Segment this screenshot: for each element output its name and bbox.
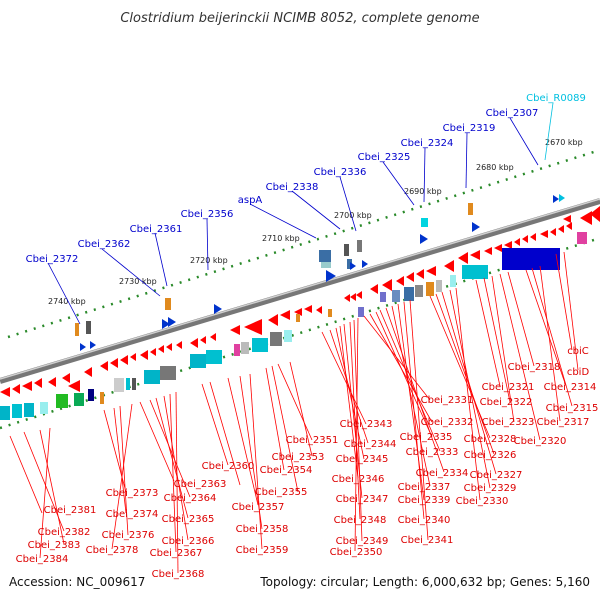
gene-label[interactable]: Cbei_2324: [401, 138, 454, 149]
tick-label: 2680 kbp: [476, 163, 514, 172]
forward-features: [75, 194, 565, 351]
gene-label[interactable]: Cbei_2322: [480, 397, 533, 408]
gene-label[interactable]: Cbei_2348: [334, 515, 387, 526]
gene-label[interactable]: Cbei_2327: [470, 470, 523, 481]
gene-label[interactable]: Cbei_2318: [508, 362, 561, 373]
gene-label[interactable]: Cbei_2383: [28, 540, 81, 551]
gene-label[interactable]: Cbei_2338: [266, 182, 319, 193]
gene-label[interactable]: Cbei_2326: [464, 450, 517, 461]
gene-label[interactable]: Cbei_2381: [44, 505, 97, 516]
gene-label[interactable]: Cbei_2347: [336, 494, 389, 505]
gene-label[interactable]: Cbei_2359: [236, 545, 289, 556]
gene-label[interactable]: Cbei_2321: [482, 382, 535, 393]
gene-label[interactable]: Cbei_2336: [314, 167, 367, 178]
gene-label[interactable]: Cbei_2367: [150, 548, 203, 559]
gene-label[interactable]: Cbei_2307: [486, 108, 539, 119]
gene-label[interactable]: Cbei_2320: [514, 436, 567, 447]
gene-label[interactable]: Cbei_2315: [546, 403, 599, 414]
gene-label[interactable]: Cbei_2357: [232, 502, 285, 513]
gene-label[interactable]: Cbei_2366: [162, 536, 215, 547]
genome-backbone: [0, 198, 600, 384]
gene-label[interactable]: Cbei_2355: [255, 487, 308, 498]
upper-callout-lines: [47, 102, 554, 325]
genome-backbone-highlight: [0, 198, 600, 380]
gene-label[interactable]: Cbei_2368: [152, 569, 205, 580]
gene-label[interactable]: Cbei_2350: [330, 547, 383, 558]
gene-label[interactable]: Cbei_2356: [181, 209, 234, 220]
lower-gene-labels: cbiC cbiD Cbei_2318 Cbei_2314 Cbei_2315 …: [16, 346, 599, 580]
gene-label[interactable]: Cbei_2329: [464, 483, 517, 494]
tick-label: 2690 kbp: [404, 187, 442, 196]
tick-label: 2670 kbp: [545, 138, 583, 147]
gene-label[interactable]: Cbei_2374: [106, 509, 159, 520]
gene-label[interactable]: Cbei_2345: [336, 454, 389, 465]
lower-callout-lines: [9, 251, 579, 574]
gene-label[interactable]: Cbei_2362: [78, 239, 131, 250]
gene-label[interactable]: cbiC: [567, 346, 589, 357]
reverse-arrows: [0, 206, 600, 397]
gene-label[interactable]: aspA: [238, 195, 263, 206]
gene-label[interactable]: Cbei_2384: [16, 554, 69, 565]
gene-label[interactable]: Cbei_2360: [202, 461, 255, 472]
gene-label[interactable]: Cbei_2325: [358, 152, 411, 163]
gene-label[interactable]: Cbei_2314: [544, 382, 597, 393]
upper-gene-labels: Cbei_2372 Cbei_2362 Cbei_2361 Cbei_2356 …: [26, 93, 586, 265]
gene-label[interactable]: Cbei_2382: [38, 527, 91, 538]
gene-label[interactable]: Cbei_2319: [443, 123, 496, 134]
tick-labels: 2670 kbp 2680 kbp 2690 kbp 2700 kbp 2710…: [48, 138, 583, 306]
gene-label[interactable]: Cbei_2330: [456, 496, 509, 507]
gene-label[interactable]: Cbei_2346: [332, 474, 385, 485]
gene-label[interactable]: Cbei_2363: [174, 479, 227, 490]
gene-label[interactable]: Cbei_2335: [400, 432, 453, 443]
gene-label[interactable]: Cbei_2334: [416, 468, 469, 479]
gene-label[interactable]: Cbei_2332: [421, 417, 474, 428]
gene-label[interactable]: Cbei_2351: [286, 435, 339, 446]
gene-label[interactable]: Cbei_2341: [401, 535, 454, 546]
gene-label[interactable]: Cbei_2364: [164, 493, 217, 504]
accession-text: Accession: NC_009617: [9, 575, 145, 589]
gene-label[interactable]: Cbei_2354: [260, 465, 313, 476]
gene-label[interactable]: Cbei_2340: [398, 515, 451, 526]
gene-label[interactable]: Cbei_2358: [236, 524, 289, 535]
map-title: Clostridium beijerinckii NCIMB 8052, com…: [120, 11, 479, 26]
gene-label[interactable]: Cbei_2372: [26, 254, 79, 265]
gene-label[interactable]: Cbei_2339: [398, 495, 451, 506]
tick-label: 2740 kbp: [48, 297, 86, 306]
tick-label: 2720 kbp: [190, 256, 228, 265]
gene-label[interactable]: Cbei_2344: [344, 439, 397, 450]
gene-label[interactable]: Cbei_2378: [86, 545, 139, 556]
gene-label[interactable]: Cbei_2353: [272, 452, 325, 463]
gene-label[interactable]: Cbei_2333: [406, 447, 459, 458]
reverse-feature-blocks: [0, 232, 587, 420]
gene-label[interactable]: Cbei_2365: [162, 514, 215, 525]
gene-label[interactable]: Cbei_2349: [336, 536, 389, 547]
gene-label[interactable]: Cbei_2323: [482, 417, 535, 428]
gene-label[interactable]: Cbei_2331: [421, 395, 474, 406]
gene-label[interactable]: Cbei_2317: [537, 417, 590, 428]
gene-label[interactable]: Cbei_2337: [398, 482, 451, 493]
gene-label[interactable]: Cbei_2373: [106, 488, 159, 499]
gene-label[interactable]: Cbei_2328: [464, 434, 517, 445]
gene-label[interactable]: cbiD: [567, 367, 590, 378]
tick-label: 2710 kbp: [262, 234, 300, 243]
gene-label[interactable]: Cbei_2361: [130, 224, 183, 235]
tick-label: 2700 kbp: [334, 211, 372, 220]
tick-label: 2730 kbp: [119, 277, 157, 286]
gene-label[interactable]: Cbei_2343: [340, 419, 393, 430]
rna-label[interactable]: Cbei_R0089: [526, 93, 586, 104]
gene-label[interactable]: Cbei_2376: [102, 530, 155, 541]
topology-text: Topology: circular; Length: 6,000,632 bp…: [259, 575, 590, 589]
